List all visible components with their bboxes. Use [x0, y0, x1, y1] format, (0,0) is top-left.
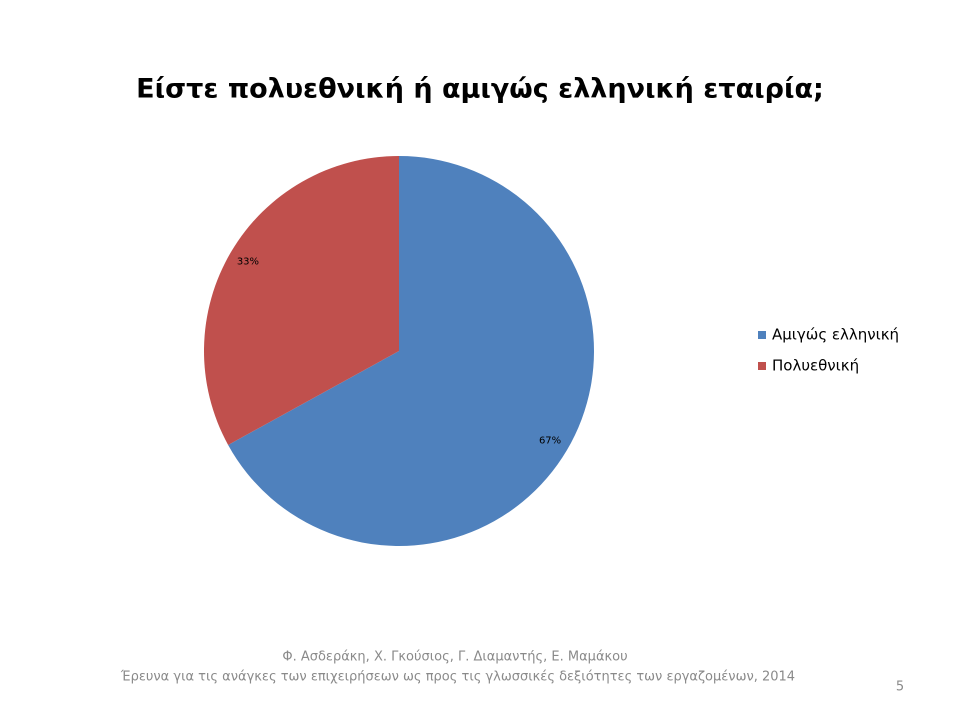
- legend-swatch: [758, 362, 766, 370]
- legend-label: Αμιγώς ελληνική: [772, 326, 899, 344]
- pie-slice: [203, 156, 399, 445]
- footer-authors: Φ. Ασδεράκη, Χ. Γκούσιος, Γ. Διαμαντής, …: [282, 650, 627, 665]
- value-label: 33%: [237, 257, 259, 268]
- legend-label: Πολυεθνική: [772, 357, 859, 375]
- chart-title: Είστε πολυεθνική ή αμιγώς ελληνική εταιρ…: [136, 74, 824, 105]
- legend-swatch: [758, 331, 766, 339]
- page-number: 5: [896, 680, 904, 695]
- value-label: 67%: [539, 435, 561, 446]
- footer-citation: Έρευνα για τις ανάγκες των επιχειρήσεων …: [120, 670, 795, 685]
- pie-slice: [228, 156, 595, 546]
